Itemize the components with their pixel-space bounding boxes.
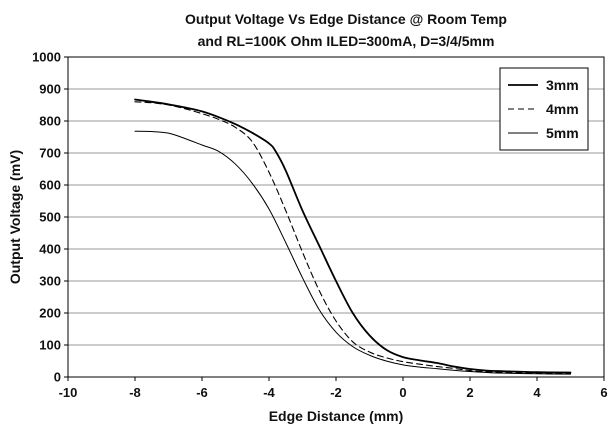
y-tick-label: 200 <box>39 306 61 321</box>
legend-label-5mm: 5mm <box>546 125 579 141</box>
y-tick-label: 900 <box>39 82 61 97</box>
y-tick-label: 800 <box>39 114 61 129</box>
series-lines <box>134 98 572 375</box>
legend-box <box>499 67 589 151</box>
x-tick-label: 0 <box>399 385 406 400</box>
x-tick-label: 2 <box>466 385 473 400</box>
y-tick-label: 400 <box>39 242 61 257</box>
grid-lines <box>68 88 604 346</box>
y-tick-label: 700 <box>39 146 61 161</box>
x-tick-label: -10 <box>59 385 78 400</box>
legend: 3mm 4mm 5mm <box>499 67 589 151</box>
x-tick-label: -4 <box>263 385 275 400</box>
axis-ticks: 0 100 200 300 400 500 600 700 800 900 1000 -10 -8 -6 -… <box>32 50 608 401</box>
y-tick-label: 100 <box>39 338 61 353</box>
series-line-4mm <box>134 101 572 375</box>
y-tick-label: 300 <box>39 274 61 289</box>
x-axis-label: Edge Distance (mm) <box>269 408 404 424</box>
x-tick-label: 6 <box>600 385 607 400</box>
legend-label-4mm: 4mm <box>546 101 579 117</box>
y-tick-label: 1000 <box>32 50 61 65</box>
y-tick-label: 600 <box>39 178 61 193</box>
series-line-3mm <box>134 98 572 374</box>
series-line-5mm <box>134 130 571 375</box>
y-axis-label: Output Voltage (mV) <box>7 150 23 284</box>
legend-label-3mm: 3mm <box>546 77 579 93</box>
chart-title: Output Voltage Vs Edge Distance @ Room T… <box>185 11 507 27</box>
x-tick-label: -8 <box>129 385 141 400</box>
y-tick-label: 0 <box>54 370 61 385</box>
x-tick-label: -6 <box>196 385 208 400</box>
x-tick-label: 4 <box>533 385 541 400</box>
x-tick-label: -2 <box>330 385 342 400</box>
chart-subtitle: and RL=100K Ohm ILED=300mA, D=3/4/5mm <box>198 33 495 49</box>
y-tick-label: 500 <box>39 210 61 225</box>
